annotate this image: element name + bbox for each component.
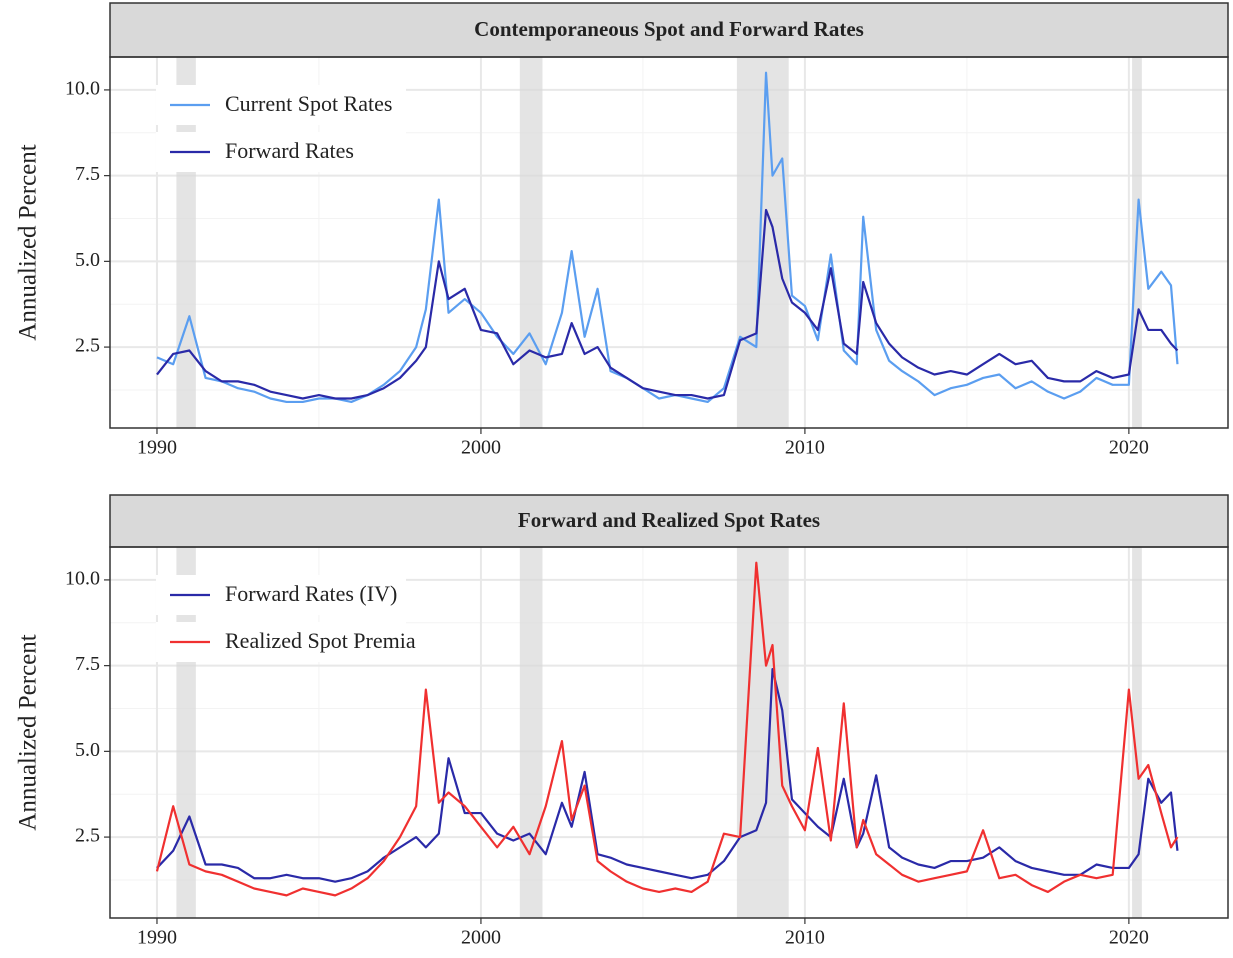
strip (109, 2, 1229, 58)
strip (109, 494, 1229, 548)
y-tick-label: 2.5 (75, 335, 100, 357)
x-tick-label: 2000 (461, 927, 501, 949)
legend-label: Forward Rates (IV) (225, 581, 397, 606)
y-tick-label: 5.0 (75, 249, 100, 271)
series-line (156, 208, 1179, 400)
legend-label: Forward Rates (225, 138, 354, 163)
y-tick-label: 7.5 (75, 163, 100, 185)
y-tick-label: 7.5 (75, 653, 100, 675)
x-tick-label: 2020 (1109, 437, 1149, 459)
x-tick-label: 2020 (1109, 927, 1149, 949)
recession-shade (519, 57, 543, 428)
recession-shade (736, 547, 789, 918)
series-line (156, 667, 1179, 883)
panel-title: Contemporaneous Spot and Forward Rates (474, 17, 864, 41)
series-line (155, 561, 1179, 897)
recession-shade (519, 547, 543, 918)
x-tick-label: 1990 (137, 927, 177, 949)
panel-border (109, 56, 1229, 429)
y-tick-label: 5.0 (75, 739, 100, 761)
x-tick-label: 2000 (461, 437, 501, 459)
x-tick-label: 2010 (785, 927, 825, 949)
series-line (156, 71, 1179, 404)
y-axis-title: Annualized Percent (15, 634, 42, 831)
y-tick-label: 2.5 (75, 825, 100, 847)
y-tick-label: 10.0 (65, 568, 100, 590)
legend-label: Current Spot Rates (225, 91, 392, 116)
y-axis-title: Annualized Percent (15, 144, 42, 341)
recession-shade (1132, 547, 1142, 918)
panel-border (109, 546, 1229, 919)
x-tick-label: 1990 (137, 437, 177, 459)
panel-title: Forward and Realized Spot Rates (518, 508, 820, 532)
legend-label: Realized Spot Premia (225, 628, 416, 653)
y-tick-label: 10.0 (65, 78, 100, 100)
x-tick-label: 2010 (785, 437, 825, 459)
